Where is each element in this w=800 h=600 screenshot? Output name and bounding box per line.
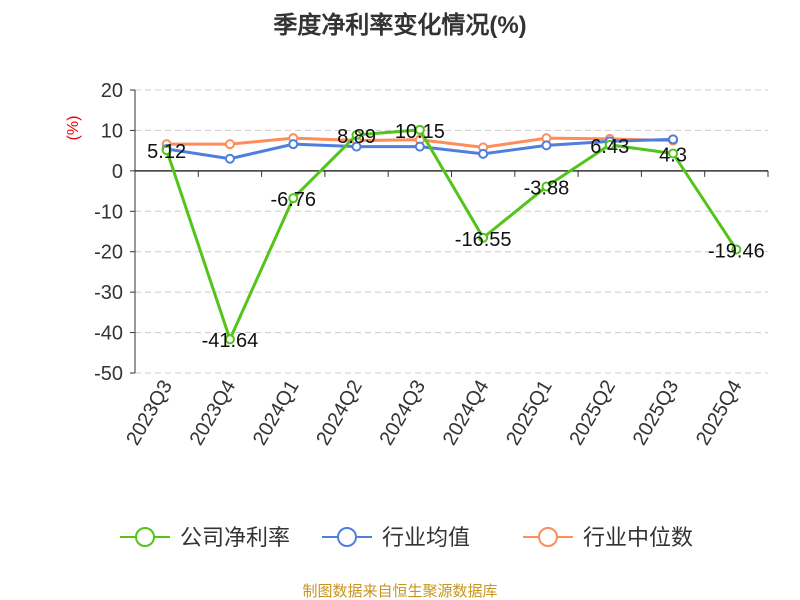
data-point xyxy=(668,148,679,159)
x-tick-label: 2024Q3 xyxy=(376,377,431,450)
data-point xyxy=(161,145,172,156)
data-point xyxy=(288,139,299,150)
x-tick-label: 2025Q2 xyxy=(565,377,620,450)
data-label: 10.15 xyxy=(395,121,445,143)
legend-marker xyxy=(337,527,357,547)
y-axis-label: (%) xyxy=(65,116,82,141)
x-tick-label: 2024Q2 xyxy=(312,377,367,450)
data-label: 8.89 xyxy=(337,126,376,148)
data-label: 6.43 xyxy=(590,136,629,158)
data-label: -16.55 xyxy=(455,229,512,251)
y-tick-label: 20 xyxy=(101,80,123,102)
x-tick-label: 2025Q1 xyxy=(502,377,557,450)
footer-source: 制图数据来自恒生聚源数据库 xyxy=(302,583,497,600)
data-point xyxy=(541,181,552,192)
y-tick-label: -50 xyxy=(94,363,123,385)
data-label: 5.12 xyxy=(147,141,186,163)
x-tick-label: 2025Q3 xyxy=(629,377,684,450)
y-tick-label: -10 xyxy=(94,201,123,223)
data-point xyxy=(478,232,489,243)
data-point xyxy=(668,134,679,145)
x-tick-label: 2023Q4 xyxy=(186,377,241,450)
data-point xyxy=(604,139,615,150)
data-label: 4.3 xyxy=(659,144,687,166)
x-tick-label: 2024Q1 xyxy=(249,377,304,450)
legend-marker xyxy=(135,527,155,547)
data-point xyxy=(414,124,425,135)
x-tick-label: 2025Q4 xyxy=(692,377,747,450)
data-point xyxy=(541,140,552,151)
y-tick-label: -30 xyxy=(94,282,123,304)
data-point xyxy=(224,334,235,345)
data-label: -41.64 xyxy=(202,330,259,352)
y-tick-label: 10 xyxy=(101,120,123,142)
series-line xyxy=(165,128,738,344)
y-tick-label: 0 xyxy=(112,161,123,183)
y-tick-label: -40 xyxy=(94,323,123,345)
data-label: -3.88 xyxy=(524,178,570,200)
data-point xyxy=(288,193,299,204)
legend-label: 公司净利率 xyxy=(180,525,290,550)
data-point xyxy=(224,153,235,164)
data-point xyxy=(478,148,489,159)
data-point xyxy=(351,129,362,140)
legend-marker xyxy=(538,527,558,547)
x-tick-label: 2024Q4 xyxy=(439,377,494,450)
data-point xyxy=(224,139,235,150)
data-label: -6.76 xyxy=(270,189,316,211)
data-point xyxy=(731,244,742,255)
y-tick-label: -20 xyxy=(94,242,123,264)
data-label: -19.46 xyxy=(708,241,765,263)
legend-label: 行业均值 xyxy=(382,525,470,550)
data-point xyxy=(414,141,425,152)
chart-title: 季度净利率变化情况(%) xyxy=(273,11,526,39)
data-point xyxy=(351,141,362,152)
legend-label: 行业中位数 xyxy=(583,525,693,550)
x-tick-label: 2023Q3 xyxy=(122,377,177,450)
